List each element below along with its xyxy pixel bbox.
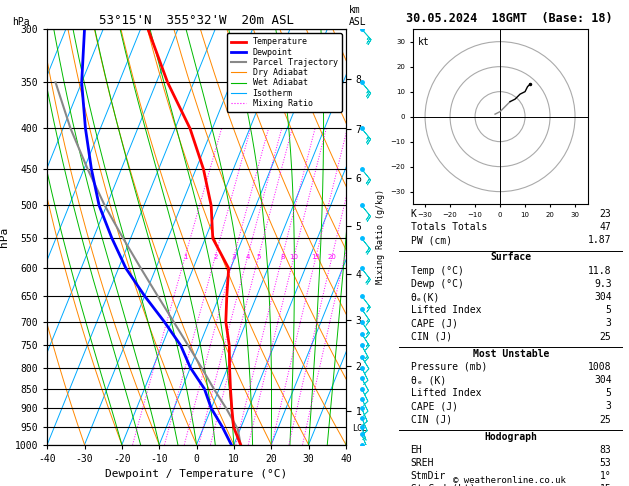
Text: 47: 47 xyxy=(600,222,611,232)
Text: 1: 1 xyxy=(183,254,187,260)
Text: 23: 23 xyxy=(600,209,611,219)
Y-axis label: hPa: hPa xyxy=(0,227,9,247)
Text: Lifted Index: Lifted Index xyxy=(411,305,481,315)
Text: 9.3: 9.3 xyxy=(594,279,611,289)
Text: 5: 5 xyxy=(606,388,611,398)
Text: CAPE (J): CAPE (J) xyxy=(411,401,457,412)
Text: Pressure (mb): Pressure (mb) xyxy=(411,362,487,372)
Text: hPa: hPa xyxy=(13,17,30,27)
Text: LCL: LCL xyxy=(352,424,367,434)
Text: θₑ(K): θₑ(K) xyxy=(411,292,440,302)
Text: CIN (J): CIN (J) xyxy=(411,415,452,425)
Legend: Temperature, Dewpoint, Parcel Trajectory, Dry Adiabat, Wet Adiabat, Isotherm, Mi: Temperature, Dewpoint, Parcel Trajectory… xyxy=(227,34,342,112)
Text: Hodograph: Hodograph xyxy=(484,432,538,442)
Text: CIN (J): CIN (J) xyxy=(411,331,452,342)
Text: 15: 15 xyxy=(600,485,611,486)
Text: 15: 15 xyxy=(311,254,320,260)
Text: 20: 20 xyxy=(328,254,337,260)
Text: Most Unstable: Most Unstable xyxy=(473,348,549,359)
Text: Lifted Index: Lifted Index xyxy=(411,388,481,398)
Text: 53°15'N  355°32'W  20m ASL: 53°15'N 355°32'W 20m ASL xyxy=(99,14,294,27)
Text: 11.8: 11.8 xyxy=(588,266,611,276)
Text: 8: 8 xyxy=(280,254,284,260)
Text: © weatheronline.co.uk: © weatheronline.co.uk xyxy=(453,476,566,485)
Text: CAPE (J): CAPE (J) xyxy=(411,318,457,329)
Text: 5: 5 xyxy=(606,305,611,315)
Text: 3: 3 xyxy=(231,254,236,260)
Text: 1°: 1° xyxy=(600,471,611,481)
Text: 30.05.2024  18GMT  (Base: 18): 30.05.2024 18GMT (Base: 18) xyxy=(406,12,613,25)
Text: 3: 3 xyxy=(606,401,611,412)
Text: Dewp (°C): Dewp (°C) xyxy=(411,279,464,289)
Text: kt: kt xyxy=(418,36,430,47)
Text: StmSpd (kt): StmSpd (kt) xyxy=(411,485,475,486)
Text: EH: EH xyxy=(411,445,422,455)
Text: 53: 53 xyxy=(600,458,611,468)
Text: PW (cm): PW (cm) xyxy=(411,235,452,245)
Text: θₑ (K): θₑ (K) xyxy=(411,375,446,385)
Text: 1008: 1008 xyxy=(588,362,611,372)
Text: StmDir: StmDir xyxy=(411,471,446,481)
Text: SREH: SREH xyxy=(411,458,434,468)
Text: 4: 4 xyxy=(245,254,250,260)
Text: Totals Totals: Totals Totals xyxy=(411,222,487,232)
Text: K: K xyxy=(411,209,416,219)
Text: 83: 83 xyxy=(600,445,611,455)
Text: Temp (°C): Temp (°C) xyxy=(411,266,464,276)
Text: 304: 304 xyxy=(594,375,611,385)
Text: 2: 2 xyxy=(213,254,218,260)
Text: 25: 25 xyxy=(600,415,611,425)
Text: 3: 3 xyxy=(606,318,611,329)
Text: 10: 10 xyxy=(289,254,299,260)
Text: Mixing Ratio (g/kg): Mixing Ratio (g/kg) xyxy=(376,190,385,284)
X-axis label: Dewpoint / Temperature (°C): Dewpoint / Temperature (°C) xyxy=(106,469,287,479)
Text: Surface: Surface xyxy=(491,252,532,262)
Text: 1.87: 1.87 xyxy=(588,235,611,245)
Text: km
ASL: km ASL xyxy=(349,5,367,27)
Text: 25: 25 xyxy=(600,331,611,342)
Text: 5: 5 xyxy=(256,254,260,260)
Text: 304: 304 xyxy=(594,292,611,302)
